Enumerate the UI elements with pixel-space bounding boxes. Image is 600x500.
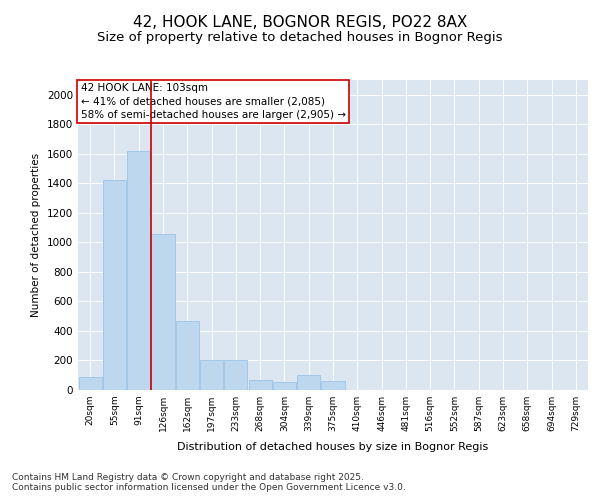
Bar	[224, 360, 247, 390]
Bar	[297, 375, 320, 390]
Text: 42, HOOK LANE, BOGNOR REGIS, PO22 8AX: 42, HOOK LANE, BOGNOR REGIS, PO22 8AX	[133, 15, 467, 30]
Y-axis label: Number of detached properties: Number of detached properties	[31, 153, 41, 317]
Bar	[176, 320, 199, 390]
Bar	[273, 382, 296, 390]
Text: Size of property relative to detached houses in Bognor Regis: Size of property relative to detached ho…	[97, 31, 503, 44]
Bar	[79, 376, 101, 390]
Bar	[127, 151, 150, 390]
Text: Contains HM Land Registry data © Crown copyright and database right 2025.: Contains HM Land Registry data © Crown c…	[12, 473, 364, 482]
Text: Contains public sector information licensed under the Open Government Licence v3: Contains public sector information licen…	[12, 483, 406, 492]
Bar	[248, 380, 272, 390]
Bar	[151, 234, 175, 390]
Text: 42 HOOK LANE: 103sqm
← 41% of detached houses are smaller (2,085)
58% of semi-de: 42 HOOK LANE: 103sqm ← 41% of detached h…	[80, 83, 346, 120]
Bar	[103, 180, 126, 390]
Bar	[322, 381, 344, 390]
X-axis label: Distribution of detached houses by size in Bognor Regis: Distribution of detached houses by size …	[178, 442, 488, 452]
Bar	[200, 360, 223, 390]
